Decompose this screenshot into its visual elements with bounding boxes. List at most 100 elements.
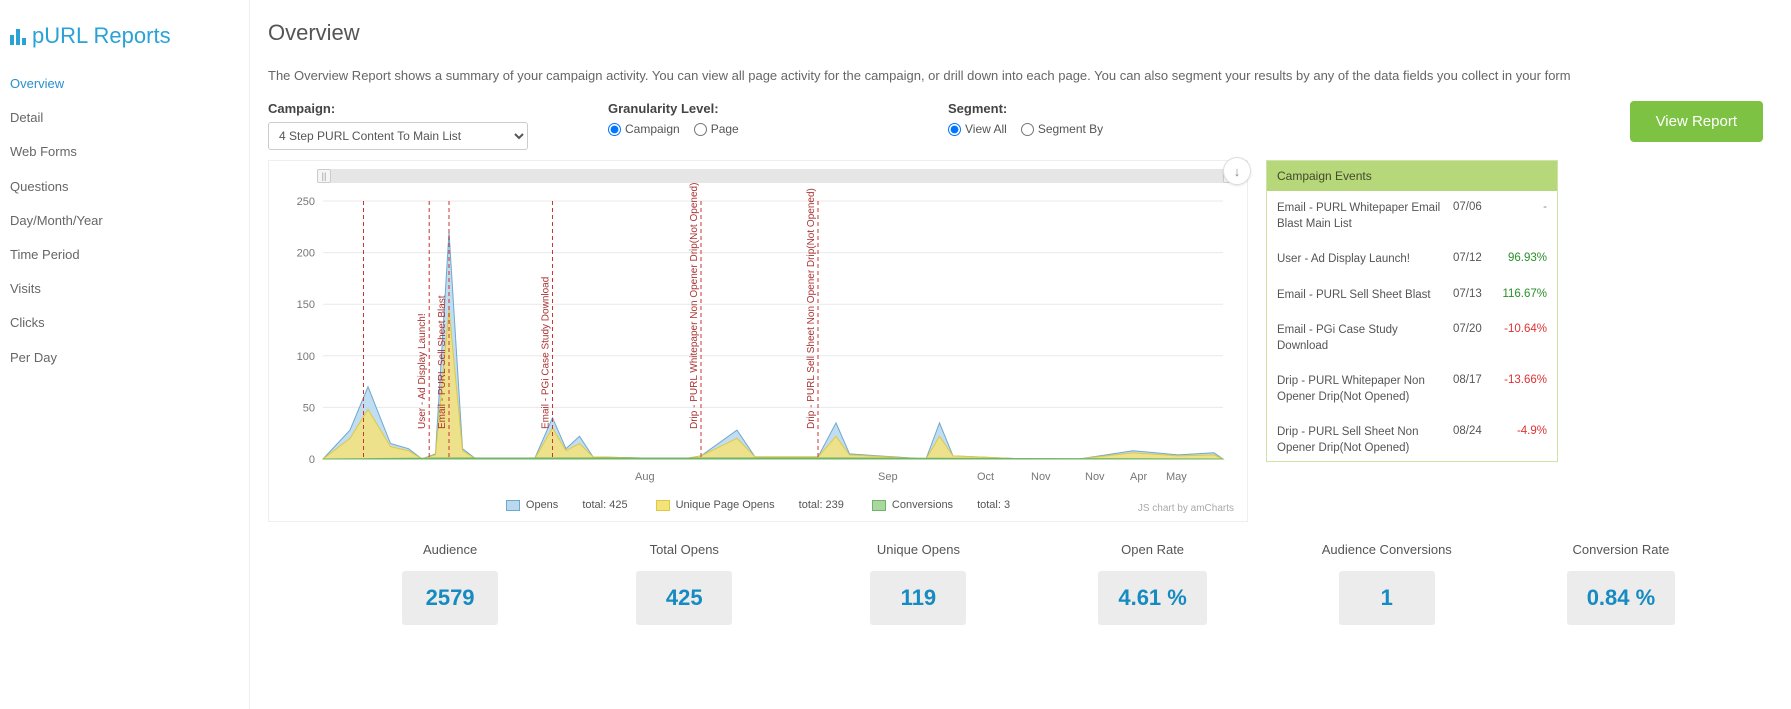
stats-row: Audience2579Total Opens425Unique Opens11…: [268, 522, 1763, 625]
stat-label: Total Opens: [582, 542, 786, 557]
stat-label: Audience: [348, 542, 552, 557]
granularity-option-page[interactable]: Page: [694, 122, 739, 136]
sidebar-item-per-day[interactable]: Per Day: [8, 341, 249, 375]
chart-scrollbar[interactable]: || ||: [317, 169, 1237, 183]
x-axis-labels: Aug Sep Oct Nov Nov Apr May: [275, 471, 1241, 487]
legend-item[interactable]: Openstotal: 425: [506, 499, 628, 511]
stat-conversion-rate: Conversion Rate0.84 %: [1519, 542, 1723, 625]
event-pct: -: [1499, 201, 1547, 232]
event-row[interactable]: Email - PURL Whitepaper Email Blast Main…: [1267, 191, 1557, 242]
event-pct: -13.66%: [1499, 374, 1547, 405]
campaign-label: Campaign:: [268, 101, 598, 116]
segment-label: Segment:: [948, 101, 1258, 116]
event-pct: -4.9%: [1499, 425, 1547, 456]
campaign-events-panel: Campaign Events Email - PURL Whitepaper …: [1266, 160, 1558, 462]
stat-total-opens: Total Opens 425: [582, 542, 786, 625]
stat-value: 4.61 %: [1098, 571, 1207, 625]
scroll-handle-left[interactable]: ||: [317, 169, 331, 183]
sidebar-item-detail[interactable]: Detail: [8, 101, 249, 135]
stat-label: Open Rate: [1051, 542, 1255, 557]
stat-label: Unique Opens: [816, 542, 1020, 557]
stat-audience-conversions: Audience Conversions 1: [1285, 542, 1489, 625]
x-axis-label: Sep: [878, 471, 898, 483]
legend-item[interactable]: Unique Page Openstotal: 239: [656, 499, 844, 511]
event-name: Email - PURL Whitepaper Email Blast Main…: [1277, 201, 1447, 232]
stat-value: 425: [636, 571, 732, 625]
sidebar-item-time-period[interactable]: Time Period: [8, 238, 249, 272]
page-title: Overview: [268, 20, 1763, 46]
stat-value: 119: [870, 571, 966, 625]
svg-text:150: 150: [297, 299, 315, 311]
segment-option-view-all[interactable]: View All: [948, 122, 1007, 136]
svg-text:Drip - PURL Sell Sheet Non Ope: Drip - PURL Sell Sheet Non Opener Drip(N…: [806, 188, 817, 429]
event-row[interactable]: Drip - PURL Whitepaper Non Opener Drip(N…: [1267, 364, 1557, 415]
svg-text:0: 0: [309, 454, 315, 466]
sidebar-title: pURL Reports: [8, 15, 249, 67]
sidebar-item-overview[interactable]: Overview: [8, 67, 249, 101]
sidebar-item-day-month-year[interactable]: Day/Month/Year: [8, 204, 249, 238]
sidebar: pURL Reports OverviewDetailWeb FormsQues…: [0, 0, 250, 709]
campaign-select[interactable]: 4 Step PURL Content To Main List: [268, 122, 528, 150]
event-date: 08/17: [1453, 374, 1493, 405]
stat-value: 2579: [402, 571, 498, 625]
sidebar-title-text: pURL Reports: [32, 23, 171, 49]
event-pct: 96.93%: [1499, 252, 1547, 268]
granularity-option-campaign[interactable]: Campaign: [608, 122, 680, 136]
event-pct: 116.67%: [1499, 288, 1547, 304]
svg-text:250: 250: [297, 196, 315, 208]
x-axis-label: Apr: [1130, 471, 1147, 483]
event-pct: -10.64%: [1499, 323, 1547, 354]
x-axis-label: Oct: [977, 471, 994, 483]
event-name: User - Ad Display Launch!: [1277, 252, 1447, 268]
sidebar-item-clicks[interactable]: Clicks: [8, 306, 249, 340]
bar-chart-icon: [10, 27, 26, 45]
download-icon[interactable]: ↓: [1223, 157, 1251, 185]
stat-audience: Audience 2579: [348, 542, 552, 625]
x-axis-label: Nov: [1085, 471, 1105, 483]
x-axis-label: Aug: [635, 471, 655, 483]
svg-text:Email - PURL Sell Sheet Blast: Email - PURL Sell Sheet Blast: [437, 295, 448, 429]
stat-value: 0.84 %: [1567, 571, 1676, 625]
event-row[interactable]: Email - PGi Case Study Download07/20-10.…: [1267, 313, 1557, 364]
event-date: 08/24: [1453, 425, 1493, 456]
chart-container: || || ↓ 0 50 100 150 200 250 User - Ad Display…: [268, 160, 1248, 522]
svg-text:100: 100: [297, 351, 315, 363]
svg-text:200: 200: [297, 248, 315, 260]
page-subtext: The Overview Report shows a summary of y…: [268, 68, 1763, 83]
main-content: Overview The Overview Report shows a sum…: [250, 0, 1791, 709]
event-name: Drip - PURL Sell Sheet Non Opener Drip(N…: [1277, 425, 1447, 456]
svg-text:Drip - PURL Whitepaper Non Ope: Drip - PURL Whitepaper Non Opener Drip(N…: [689, 183, 700, 429]
sidebar-item-web-forms[interactable]: Web Forms: [8, 135, 249, 169]
event-row[interactable]: Drip - PURL Sell Sheet Non Opener Drip(N…: [1267, 415, 1557, 461]
event-name: Email - PURL Sell Sheet Blast: [1277, 288, 1447, 304]
stat-unique-opens: Unique Opens 119: [816, 542, 1020, 625]
legend-item[interactable]: Conversionstotal: 3: [872, 499, 1010, 511]
granularity-label: Granularity Level:: [608, 101, 938, 116]
chart-legend: Openstotal: 425 Unique Page Openstotal: 2…: [275, 487, 1241, 515]
x-axis-label: May: [1166, 471, 1187, 483]
svg-text:50: 50: [303, 402, 315, 414]
events-header: Campaign Events: [1267, 161, 1557, 191]
sidebar-item-questions[interactable]: Questions: [8, 170, 249, 204]
event-date: 07/06: [1453, 201, 1493, 232]
svg-text:User - Ad Display Launch!: User - Ad Display Launch!: [417, 313, 428, 429]
svg-text:Email - PGi Case Study Downloa: Email - PGi Case Study Download: [541, 277, 552, 429]
sidebar-item-visits[interactable]: Visits: [8, 272, 249, 306]
x-axis-label: Nov: [1031, 471, 1051, 483]
stat-open-rate: Open Rate 4.61 %: [1051, 542, 1255, 625]
event-row[interactable]: Email - PURL Sell Sheet Blast 07/13 116.67…: [1267, 278, 1557, 314]
event-row[interactable]: User - Ad Display Launch! 07/12 96.93%: [1267, 242, 1557, 278]
controls-row: Campaign: 4 Step PURL Content To Main Li…: [268, 101, 1763, 150]
segment-option-segment-by[interactable]: Segment By: [1021, 122, 1103, 136]
stat-value: 1: [1339, 571, 1435, 625]
view-report-button[interactable]: View Report: [1630, 101, 1763, 142]
stat-label: Audience Conversions: [1285, 542, 1489, 557]
granularity-radios: Campaign Page: [608, 122, 938, 136]
event-date: 07/12: [1453, 252, 1493, 268]
sidebar-nav: OverviewDetailWeb FormsQuestionsDay/Mont…: [8, 67, 249, 375]
event-date: 07/20: [1453, 323, 1493, 354]
chart-svg: 0 50 100 150 200 250 User - Ad Display Launch!…: [275, 171, 1235, 471]
segment-radios: View All Segment By: [948, 122, 1258, 136]
event-date: 07/13: [1453, 288, 1493, 304]
chart-credits: JS chart by amCharts: [1135, 502, 1237, 515]
